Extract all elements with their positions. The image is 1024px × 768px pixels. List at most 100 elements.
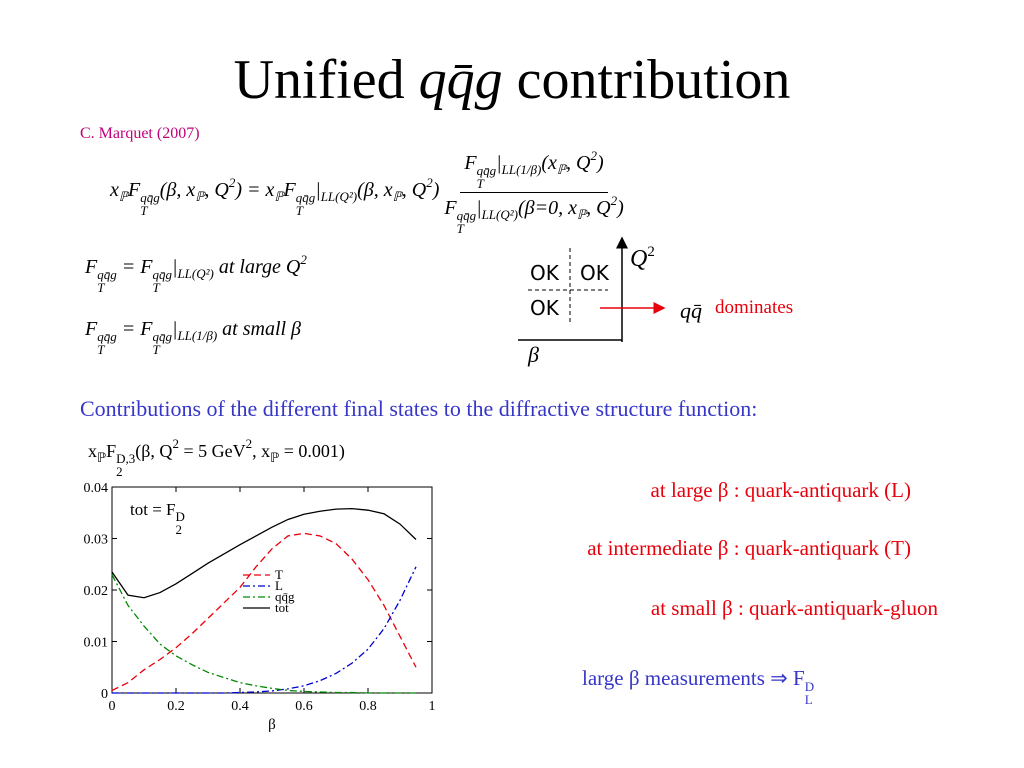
subsup: qq̄g T (457, 209, 477, 235)
sup: 2 (245, 436, 253, 451)
title-text: contribution (516, 49, 791, 111)
text: F (106, 441, 117, 461)
sup: qq̄g (97, 329, 117, 344)
text: | (476, 197, 482, 219)
title-text: Unified (233, 49, 405, 111)
x-tick-label: 1 (429, 699, 436, 714)
chart: 0 0.2 0.4 0.6 0.8 100.010.020.030.04βTLqq̄gto… (84, 481, 436, 733)
sub: ℙ (118, 189, 129, 205)
text: F (444, 197, 457, 219)
author: C. Marquet (2007) (80, 125, 200, 142)
sup: 2 (610, 193, 618, 208)
legend-label: T (275, 567, 283, 582)
text: | (171, 318, 178, 340)
note: at small β : quark-antiquark-gluon (650, 596, 938, 620)
text: , Q (586, 197, 611, 219)
q-sup: 2 (647, 244, 655, 260)
x-tick-label: 0.8 (359, 699, 377, 714)
sub: T (140, 203, 148, 219)
text: ) (617, 197, 624, 219)
sup: qq̄g (456, 208, 477, 223)
sub: 2 (175, 522, 183, 537)
sup: 2 (172, 436, 179, 451)
legend-label: tot (275, 600, 289, 615)
series-line (111, 574, 416, 694)
note: at large β : quark-antiquark (L) (650, 478, 911, 502)
q: Q (630, 246, 647, 272)
subsup: qq̄g T (152, 268, 172, 294)
sub: L (804, 692, 813, 707)
subsup: qq̄g T (477, 164, 497, 190)
text: F (283, 179, 296, 202)
sup: D,3 (116, 451, 136, 466)
subsup: qq̄g T (296, 191, 316, 217)
text: at large Q (213, 256, 301, 278)
text: , Q (566, 152, 591, 174)
text: F (128, 179, 141, 202)
x-axis-label: β (268, 717, 276, 733)
y-tick-label: 0.03 (84, 533, 109, 548)
text: (β=0, x (517, 197, 577, 219)
y-tick-label: 0.02 (84, 584, 109, 599)
text: F (85, 318, 98, 340)
sup: qq̄g (152, 329, 172, 344)
text: = F (116, 256, 153, 278)
sub: LL(Q²) (320, 189, 358, 205)
text: (x (541, 152, 557, 174)
dominates-label: dominates (715, 297, 793, 318)
sub: ℙ (556, 162, 567, 177)
x-tick-label: 0.6 (295, 699, 313, 714)
sub: T (456, 221, 464, 236)
sup: 2 (228, 175, 236, 191)
text: x (88, 441, 97, 461)
sup: D (175, 509, 185, 524)
x-tick-label: 0.4 (231, 699, 249, 714)
equation: xℙF qq̄g T (β, xℙ, Q2) = xℙF qq̄g T |LL(Q²)(β,… (110, 148, 624, 235)
y-tick-label: 0.04 (84, 481, 109, 496)
x-tick-label: 0 (109, 699, 116, 714)
text: | (315, 179, 321, 202)
equation: xℙF D,3 2 (β, Q2 = 5 GeV2, xℙ = 0.001) (88, 436, 345, 478)
sup: 2 (426, 175, 433, 191)
sup: qq̄g (140, 190, 160, 206)
q2-label: Q2 (630, 244, 655, 272)
qq-label: qq̄ (680, 298, 702, 323)
text: = 5 GeV (178, 441, 246, 461)
sub: T (152, 280, 160, 295)
series-line (112, 566, 417, 694)
series-line (111, 507, 417, 599)
text: large β measurements ⇒ F (582, 666, 805, 690)
sub: T (97, 342, 105, 357)
sub: 2 (116, 464, 123, 479)
text: = F (116, 318, 153, 340)
subsup: D,3 2 (116, 452, 135, 478)
text: | (171, 256, 178, 278)
sub: LL(Q²) (177, 266, 214, 281)
sup: 2 (300, 252, 307, 267)
beta-label: β (527, 342, 539, 367)
sub: ℙ (97, 450, 107, 465)
sup: qq̄g (97, 267, 117, 282)
text: F (85, 256, 98, 278)
text: x (110, 179, 119, 202)
y-tick-label: 0 (101, 687, 108, 702)
sup: qq̄g (152, 267, 172, 282)
sub: LL(1/β) (177, 328, 218, 343)
eq-part: xℙF qq̄g T (β, xℙ, Q2) = xℙF qq̄g T |LL(Q²)(β,… (110, 175, 439, 217)
text: tot = F (130, 500, 176, 519)
text: (β, x (159, 179, 196, 202)
sup: qq̄g (295, 190, 316, 206)
sup: D (804, 679, 815, 694)
text: | (496, 152, 502, 174)
